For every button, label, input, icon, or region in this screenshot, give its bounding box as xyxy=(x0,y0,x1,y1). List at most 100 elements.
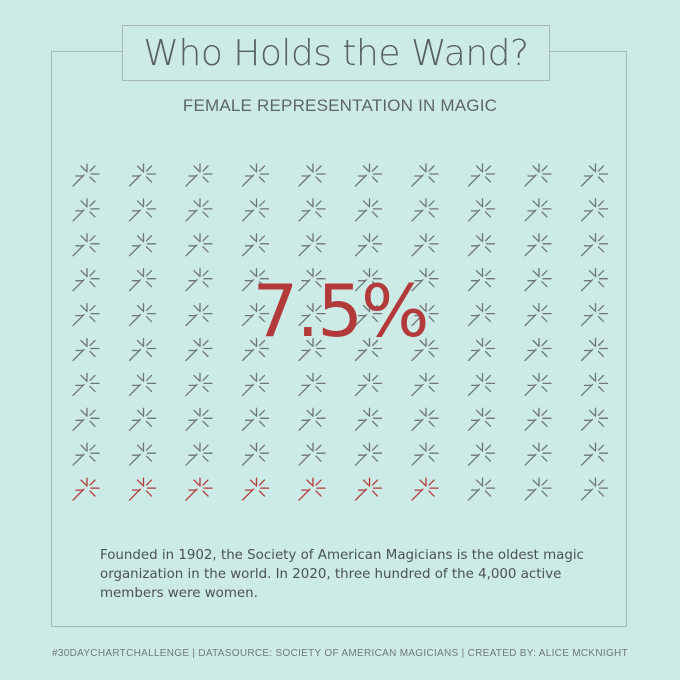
magic-wand-icon xyxy=(185,302,213,327)
magic-wand-icon xyxy=(354,268,383,292)
magic-wand-icon xyxy=(524,337,552,362)
magic-wand-icon xyxy=(298,372,326,397)
magic-wand-icon xyxy=(580,337,609,362)
magic-wand-icon xyxy=(241,372,270,397)
magic-wand-icon xyxy=(298,198,326,222)
magic-wand-icon xyxy=(467,477,496,501)
magic-wand-icon-highlighted xyxy=(72,477,100,501)
magic-wand-icon xyxy=(241,198,270,222)
magic-wand-icon xyxy=(354,233,383,257)
magic-wand-icon xyxy=(467,407,496,431)
magic-wand-icon xyxy=(524,407,552,431)
magic-wand-icon xyxy=(354,372,383,397)
magic-wand-icon xyxy=(411,302,439,327)
magic-wand-icon xyxy=(298,442,326,466)
magic-wand-icon-highlighted xyxy=(354,477,383,501)
chart-subtitle: FEMALE REPRESENTATION IN MAGIC xyxy=(182,96,498,115)
magic-wand-icon xyxy=(241,233,270,257)
magic-wand-icon xyxy=(467,302,496,327)
magic-wand-icon xyxy=(185,372,213,397)
magic-wand-icon xyxy=(72,268,100,292)
magic-wand-icon xyxy=(467,198,496,222)
magic-wand-icon xyxy=(298,268,326,292)
magic-wand-icon-highlighted xyxy=(298,477,326,501)
percent-label: 7.5% xyxy=(252,269,430,353)
magic-wand-icon xyxy=(298,302,326,327)
magic-wand-icon xyxy=(241,268,270,292)
magic-wand-icon xyxy=(298,407,326,431)
magic-wand-icon xyxy=(411,163,439,187)
magic-wand-icon xyxy=(524,372,552,397)
magic-wand-icon xyxy=(72,302,100,327)
magic-wand-icon xyxy=(185,163,213,187)
magic-wand-icon xyxy=(298,163,326,187)
magic-wand-icon xyxy=(128,198,157,222)
magic-wand-icon xyxy=(524,268,552,292)
magic-wand-icon xyxy=(72,198,100,222)
magic-wand-icon xyxy=(72,163,100,187)
magic-wand-icon xyxy=(411,233,439,257)
magic-wand-icon xyxy=(128,233,157,257)
footer-credits: #30DAYCHARTCHALLENGE | DATASOURCE: SOCIE… xyxy=(52,648,628,659)
magic-wand-icon xyxy=(128,268,157,292)
magic-wand-icon xyxy=(128,407,157,431)
magic-wand-icon xyxy=(298,337,326,362)
magic-wand-icon xyxy=(185,233,213,257)
magic-wand-icon xyxy=(580,233,609,257)
magic-wand-icon xyxy=(580,477,609,501)
magic-wand-icon xyxy=(241,337,270,362)
magic-wand-icon xyxy=(185,337,213,362)
magic-wand-icon xyxy=(580,442,609,466)
magic-wand-icon-highlighted xyxy=(185,477,213,501)
magic-wand-icon xyxy=(298,233,326,257)
magic-wand-icon xyxy=(185,442,213,466)
magic-wand-icon xyxy=(185,268,213,292)
magic-wand-icon xyxy=(411,268,439,292)
magic-wand-icon xyxy=(467,442,496,466)
magic-wand-icon-highlighted xyxy=(411,477,439,501)
magic-wand-icon xyxy=(128,163,157,187)
magic-wand-icon xyxy=(354,442,383,466)
magic-wand-icon xyxy=(467,163,496,187)
magic-wand-icon xyxy=(467,372,496,397)
magic-wand-icon xyxy=(241,442,270,466)
magic-wand-icon xyxy=(72,337,100,362)
magic-wand-icon xyxy=(580,198,609,222)
magic-wand-icon xyxy=(467,268,496,292)
magic-wand-icon xyxy=(524,163,552,187)
magic-wand-icon xyxy=(580,268,609,292)
magic-wand-icon xyxy=(467,233,496,257)
magic-wand-icon xyxy=(128,442,157,466)
magic-wand-icon xyxy=(72,407,100,431)
magic-wand-icon xyxy=(72,372,100,397)
magic-wand-icon-highlighted xyxy=(128,477,157,501)
magic-wand-icon xyxy=(241,407,270,431)
magic-wand-icon xyxy=(241,163,270,187)
magic-wand-icon xyxy=(524,477,552,501)
magic-wand-icon xyxy=(241,302,270,327)
magic-wand-icon xyxy=(185,198,213,222)
magic-wand-icon xyxy=(411,407,439,431)
magic-wand-icon xyxy=(580,163,609,187)
magic-wand-icon xyxy=(411,372,439,397)
magic-wand-icon xyxy=(524,442,552,466)
magic-wand-icon xyxy=(580,372,609,397)
magic-wand-icon xyxy=(354,163,383,187)
magic-wand-icon xyxy=(524,198,552,222)
magic-wand-icon xyxy=(524,302,552,327)
description-text: Founded in 1902, the Society of American… xyxy=(100,548,584,601)
magic-wand-icon xyxy=(354,302,383,327)
magic-wand-icon xyxy=(128,337,157,362)
chart-title: Who Holds the Wand? xyxy=(143,32,529,74)
magic-wand-icon xyxy=(72,442,100,466)
magic-wand-icon xyxy=(354,407,383,431)
magic-wand-icon xyxy=(580,407,609,431)
magic-wand-icon xyxy=(411,198,439,222)
magic-wand-icon xyxy=(411,337,439,362)
magic-wand-icon xyxy=(128,372,157,397)
magic-wand-icon xyxy=(354,198,383,222)
magic-wand-icon xyxy=(72,233,100,257)
magic-wand-icon xyxy=(411,442,439,466)
magic-wand-icon xyxy=(467,337,496,362)
